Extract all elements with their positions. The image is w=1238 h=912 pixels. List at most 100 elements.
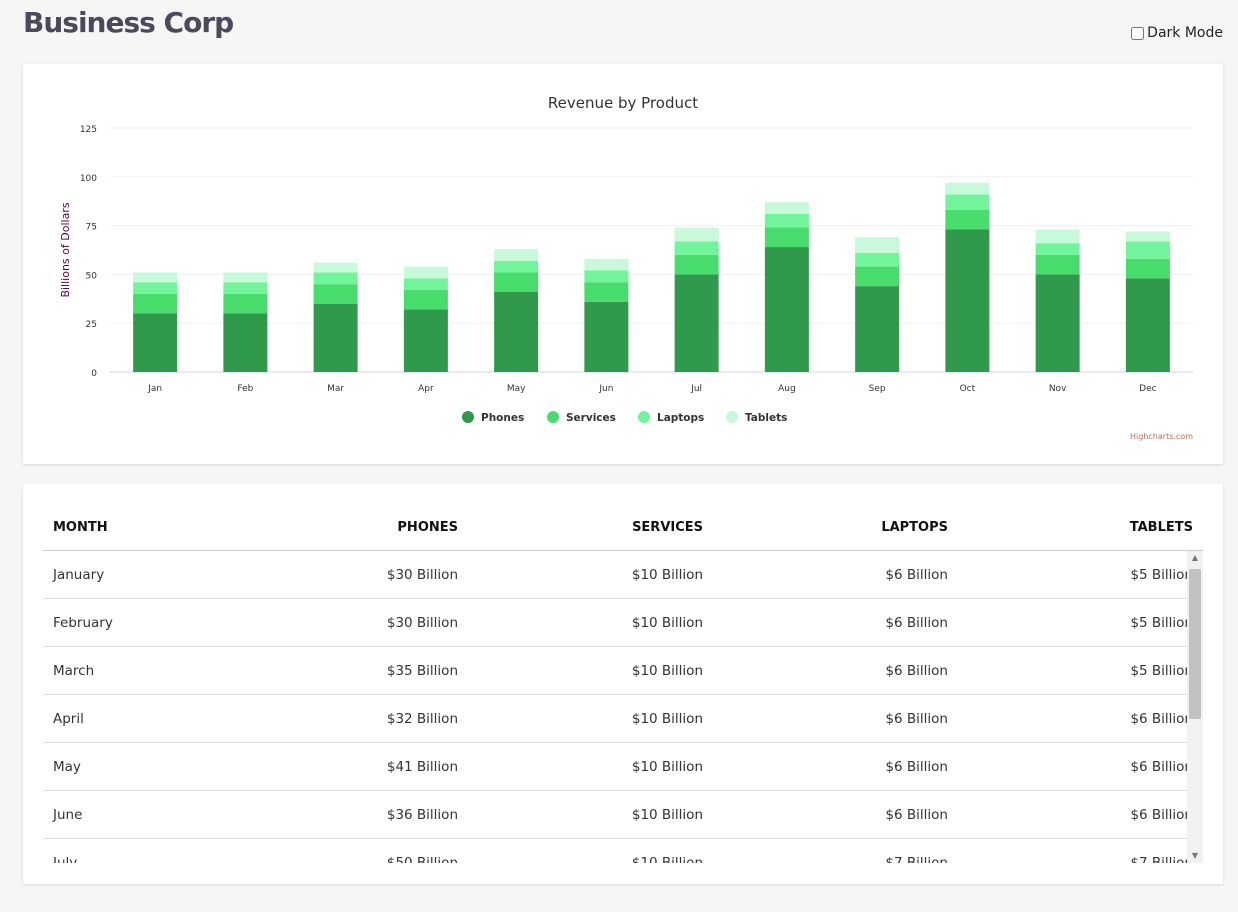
- bar-laptops-dec[interactable]: [1125, 241, 1170, 259]
- bar-tablets-jan[interactable]: [133, 272, 178, 283]
- table-cell: $10 Billion: [631, 758, 703, 775]
- x-tick-label: Nov: [1049, 384, 1067, 394]
- bar-tablets-feb[interactable]: [223, 272, 268, 283]
- bar-phones-dec[interactable]: [1125, 278, 1170, 372]
- table-header: MONTH PHONES SERVICES LAPTOPS TABLETS: [43, 504, 1203, 551]
- bar-phones-aug[interactable]: [764, 247, 809, 372]
- bar-phones-feb[interactable]: [223, 313, 268, 372]
- y-axis-label: Billions of Dollars: [59, 202, 72, 297]
- table-cell: $6 Billion: [1130, 710, 1193, 727]
- table-cell: $6 Billion: [885, 758, 948, 775]
- scrollbar-thumb[interactable]: [1189, 569, 1201, 719]
- bar-laptops-jun[interactable]: [584, 270, 629, 283]
- bar-services-mar[interactable]: [313, 284, 358, 304]
- table-cell: $36 Billion: [386, 806, 458, 823]
- bar-tablets-jul[interactable]: [674, 227, 719, 242]
- bar-phones-jan[interactable]: [133, 313, 178, 372]
- bar-laptops-nov[interactable]: [1035, 243, 1080, 255]
- legend-item-tablets[interactable]: Tablets: [726, 411, 787, 424]
- y-tick-label: 75: [86, 223, 97, 233]
- x-tick-label: Jul: [690, 384, 702, 394]
- x-tick-label: Jun: [598, 384, 613, 394]
- bar-services-dec[interactable]: [1125, 258, 1170, 279]
- table-card: MONTH PHONES SERVICES LAPTOPS TABLETS Januar…: [23, 484, 1223, 884]
- scroll-down-icon[interactable]: ▼: [1191, 851, 1199, 860]
- table-cell: $35 Billion: [386, 662, 458, 679]
- x-tick-label: Oct: [960, 384, 976, 394]
- table-cell: $6 Billion: [885, 662, 948, 679]
- bar-services-aug[interactable]: [764, 227, 809, 248]
- bar-phones-jun[interactable]: [584, 301, 629, 372]
- bar-services-jul[interactable]: [674, 254, 719, 275]
- bar-services-nov[interactable]: [1035, 254, 1080, 275]
- bar-tablets-may[interactable]: [494, 249, 539, 261]
- bar-services-apr[interactable]: [403, 290, 448, 310]
- bar-phones-sep[interactable]: [855, 286, 900, 372]
- x-tick-label: Mar: [327, 384, 344, 394]
- legend-item-services[interactable]: Services: [547, 411, 616, 424]
- bar-phones-oct[interactable]: [945, 229, 990, 372]
- dark-mode-toggle[interactable]: Dark Mode: [1131, 25, 1223, 41]
- legend-label: Laptops: [657, 412, 704, 424]
- legend-marker: [638, 411, 650, 423]
- legend-label: Services: [566, 412, 616, 424]
- table-cell: February: [53, 614, 113, 631]
- bar-services-oct[interactable]: [945, 209, 990, 230]
- bar-services-may[interactable]: [494, 272, 539, 292]
- table-cell: January: [53, 566, 105, 583]
- bar-laptops-jul[interactable]: [674, 241, 719, 255]
- table-cell: $6 Billion: [1130, 806, 1193, 823]
- bar-services-jan[interactable]: [133, 293, 178, 314]
- bar-laptops-jan[interactable]: [133, 282, 178, 294]
- bar-tablets-apr[interactable]: [403, 266, 448, 279]
- x-tick-label: Jan: [147, 384, 162, 394]
- bar-tablets-sep[interactable]: [855, 237, 900, 253]
- bar-tablets-jun[interactable]: [584, 258, 629, 271]
- x-tick-label: Feb: [237, 384, 253, 394]
- bar-tablets-aug[interactable]: [764, 202, 809, 214]
- bar-phones-jul[interactable]: [674, 274, 719, 372]
- table-cell: $7 Billion: [885, 854, 948, 864]
- bar-tablets-dec[interactable]: [1125, 231, 1170, 242]
- legend-item-laptops[interactable]: Laptops: [638, 411, 704, 424]
- bar-tablets-oct[interactable]: [945, 182, 990, 195]
- column-header: SERVICES: [632, 519, 703, 535]
- table-body[interactable]: January $30 Billion $10 Billion $6 Billion $…: [43, 551, 1203, 863]
- dark-mode-checkbox[interactable]: [1131, 26, 1145, 40]
- table-cell: $10 Billion: [631, 710, 703, 727]
- bar-laptops-apr[interactable]: [403, 278, 448, 291]
- table-row: January $30 Billion $10 Billion $6 Billion $…: [43, 551, 1203, 599]
- bar-services-jun[interactable]: [584, 282, 629, 302]
- legend-item-phones[interactable]: Phones: [462, 411, 524, 424]
- bar-laptops-mar[interactable]: [313, 272, 358, 285]
- bar-laptops-oct[interactable]: [945, 194, 990, 210]
- credits-link[interactable]: Highcharts.com: [1130, 432, 1193, 441]
- bar-phones-nov[interactable]: [1035, 274, 1080, 372]
- bar-laptops-may[interactable]: [494, 260, 539, 273]
- column-header: MONTH: [53, 519, 108, 535]
- x-tick-label: Aug: [778, 384, 796, 394]
- table-cell: April: [53, 710, 84, 727]
- bar-phones-apr[interactable]: [403, 309, 448, 372]
- bar-phones-may[interactable]: [494, 291, 539, 372]
- table-cell: $30 Billion: [386, 566, 458, 583]
- table-cell: $6 Billion: [885, 566, 948, 583]
- scroll-up-icon[interactable]: ▲: [1191, 553, 1199, 562]
- bar-laptops-feb[interactable]: [223, 282, 268, 294]
- bar-services-feb[interactable]: [223, 293, 268, 314]
- legend-marker: [726, 411, 738, 423]
- bar-tablets-nov[interactable]: [1035, 229, 1080, 244]
- bar-phones-mar[interactable]: [313, 303, 358, 372]
- bar-tablets-mar[interactable]: [313, 262, 358, 273]
- table-cell: $10 Billion: [631, 614, 703, 631]
- y-tick-label: 125: [80, 125, 97, 135]
- x-tick-label: Sep: [869, 384, 886, 394]
- table-row: March $35 Billion $10 Billion $6 Billion $5 …: [43, 647, 1203, 695]
- table-cell: $30 Billion: [386, 614, 458, 631]
- bar-laptops-aug[interactable]: [764, 213, 809, 228]
- bar-services-sep[interactable]: [855, 266, 900, 287]
- table-cell: $50 Billion: [386, 854, 458, 864]
- table-cell: March: [53, 662, 95, 679]
- bar-laptops-sep[interactable]: [855, 252, 900, 267]
- scrollbar[interactable]: ▲ ▼: [1187, 551, 1203, 863]
